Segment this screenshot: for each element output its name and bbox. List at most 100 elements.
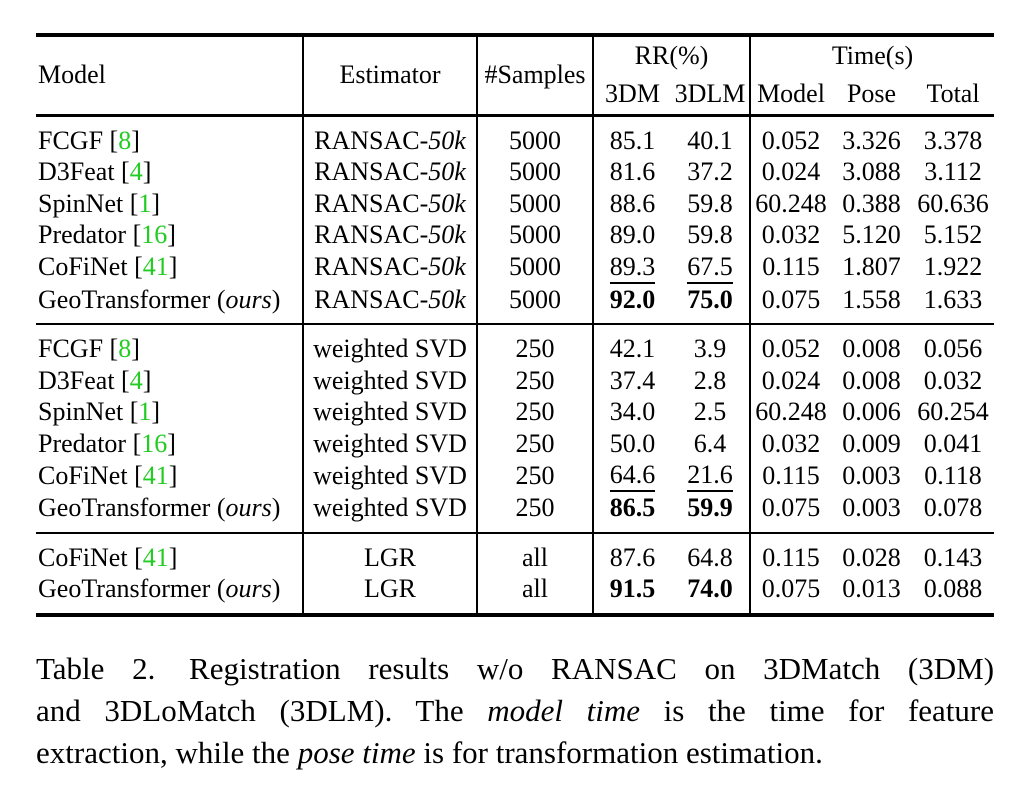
model-cell: CoFiNet [41] xyxy=(38,542,178,572)
paren-open: ( xyxy=(216,493,226,522)
table-row: GeoTransformer (ours) LGR all 91.5 74.0 … xyxy=(36,573,994,615)
model-cell: SpinNet [1] xyxy=(38,188,161,218)
time-total-cell: 0.041 xyxy=(923,428,983,458)
time-model-cell: 60.248 xyxy=(749,396,832,428)
model-name: CoFiNet xyxy=(38,252,128,282)
header-time-pose: Pose xyxy=(846,79,897,109)
caption-line-2: and 3DLoMatch (3DLM). The model time is … xyxy=(36,692,994,728)
citation-number: 16 xyxy=(141,220,168,249)
header-time-group: Time(s) xyxy=(749,35,995,75)
time-model-cell: 0.052 xyxy=(749,324,832,365)
time-total-cell: 3.378 xyxy=(923,125,983,155)
caption-label: Table 2. xyxy=(36,650,156,686)
time-pose-cell: 0.008 xyxy=(842,334,901,363)
citation-number: 41 xyxy=(142,252,169,282)
estimator-cell: RANSAC-50k xyxy=(302,283,477,324)
citation-number: 1 xyxy=(138,397,152,426)
model-cell: D3Feat [4] xyxy=(38,365,152,395)
time-pose-cell: 0.006 xyxy=(842,397,901,426)
rr-3dm-cell: 87.6 xyxy=(592,532,671,573)
model-name: Predator xyxy=(38,428,127,458)
time-total-cell: 1.922 xyxy=(923,252,983,282)
results-table: Model Estimator #Samples RR(%) Time(s) 3… xyxy=(36,33,995,617)
samples-cell: 5000 xyxy=(476,115,593,156)
time-pose-cell: 0.003 xyxy=(842,460,901,490)
time-model-cell: 0.024 xyxy=(749,156,832,188)
model-cell: CoFiNet [41] xyxy=(38,460,178,490)
paren-open: ( xyxy=(216,574,226,603)
pose-time-italic: pose time xyxy=(297,734,416,770)
header-samples: #Samples xyxy=(476,35,593,115)
header-time-model: Model xyxy=(749,75,832,115)
citation-number: 8 xyxy=(118,125,132,155)
time-total-cell: 3.112 xyxy=(924,157,982,186)
header-estimator: Estimator xyxy=(302,35,477,115)
header-time-total: Total xyxy=(926,79,980,109)
samples-cell: 250 xyxy=(476,459,593,492)
model-cell: FCGF [8] xyxy=(36,115,303,156)
time-total-cell: 60.254 xyxy=(917,397,989,426)
rr-3dlm-cell: 21.6 xyxy=(671,459,750,492)
rr-3dlm-cell: 74.0 xyxy=(687,574,733,603)
estimator-cell: RANSAC-50k xyxy=(302,250,477,284)
rr-3dm-cell: 34.0 xyxy=(592,396,671,428)
time-total-cell: 0.118 xyxy=(924,460,982,490)
time-pose-cell: 3.326 xyxy=(842,125,901,155)
estimator-cell: weighted SVD xyxy=(302,396,477,428)
table-row: GeoTransformer (ours) weighted SVD 250 8… xyxy=(36,492,994,533)
samples-cell: 250 xyxy=(476,492,593,533)
time-pose-cell: 0.009 xyxy=(842,428,901,458)
table-row: CoFiNet [41] weighted SVD 250 64.6 21.6 … xyxy=(36,459,994,492)
time-model-cell: 0.115 xyxy=(749,250,832,284)
samples-cell: 5000 xyxy=(476,219,593,251)
samples-cell: all xyxy=(476,532,593,573)
model-name: CoFiNet xyxy=(38,460,128,490)
paren-close: ) xyxy=(271,493,281,522)
rr-3dlm-cell: 6.4 xyxy=(693,428,727,458)
estimator-cell: weighted SVD xyxy=(302,324,477,365)
samples-cell: 5000 xyxy=(476,187,593,219)
rr-3dlm-cell: 59.8 xyxy=(687,188,733,218)
table-header: Model Estimator #Samples RR(%) Time(s) 3… xyxy=(36,35,995,115)
estimator-cell: weighted SVD xyxy=(302,427,477,459)
group-lgr: CoFiNet [41] LGR all 87.6 64.8 0.115 0.0… xyxy=(36,532,995,615)
rr-3dlm-cell: 67.5 xyxy=(671,251,750,284)
time-total-cell: 0.143 xyxy=(923,542,983,572)
samples-cell: 250 xyxy=(476,427,593,459)
time-pose-cell: 3.088 xyxy=(842,157,901,186)
estimator-cell: LGR xyxy=(302,573,477,615)
time-model-cell: 0.075 xyxy=(749,492,832,533)
ours-label: ours xyxy=(225,284,272,314)
header-rr-group: RR(%) xyxy=(591,35,751,75)
time-total-cell: 0.056 xyxy=(923,334,983,363)
model-name: D3Feat xyxy=(38,157,115,186)
underlined-value: 89.3 xyxy=(609,253,656,284)
time-model-cell: 0.032 xyxy=(749,427,832,459)
time-pose-cell: 1.807 xyxy=(842,252,901,282)
model-cell: Predator [16] xyxy=(38,220,176,249)
rr-3dlm-cell: 59.9 xyxy=(687,493,733,522)
model-cell: SpinNet [1] xyxy=(38,397,161,426)
model-cell: GeoTransformer (ours) xyxy=(36,573,303,615)
header-model: Model xyxy=(38,60,106,90)
paper-page: Model Estimator #Samples RR(%) Time(s) 3… xyxy=(36,33,995,774)
time-model-cell: 0.115 xyxy=(749,459,832,492)
rr-3dm-cell: 42.1 xyxy=(592,324,671,365)
rr-3dlm-cell: 37.2 xyxy=(687,157,733,186)
model-name: SpinNet xyxy=(38,397,124,426)
table-row: SpinNet [1] RANSAC-50k 5000 88.6 59.8 60… xyxy=(36,187,994,219)
time-pose-cell: 1.558 xyxy=(842,284,901,314)
rr-3dlm-cell: 3.9 xyxy=(693,334,727,363)
table-row: D3Feat [4] weighted SVD 250 37.4 2.8 0.0… xyxy=(36,364,994,396)
rr-3dm-cell: 37.4 xyxy=(592,364,671,396)
samples-cell: 250 xyxy=(476,364,593,396)
table-caption: Table 2. Registration results w/o RANSAC… xyxy=(36,648,994,774)
model-name: FCGF xyxy=(38,334,104,363)
table-row: CoFiNet [41] RANSAC-50k 5000 89.3 67.5 0… xyxy=(36,250,994,284)
citation-number: 4 xyxy=(129,365,143,395)
estimator-cell: LGR xyxy=(302,532,477,573)
time-model-cell: 60.248 xyxy=(749,187,832,219)
model-cell: FCGF [8] xyxy=(38,334,140,363)
time-total-cell: 5.152 xyxy=(923,220,983,249)
samples-cell: 5000 xyxy=(476,250,593,284)
